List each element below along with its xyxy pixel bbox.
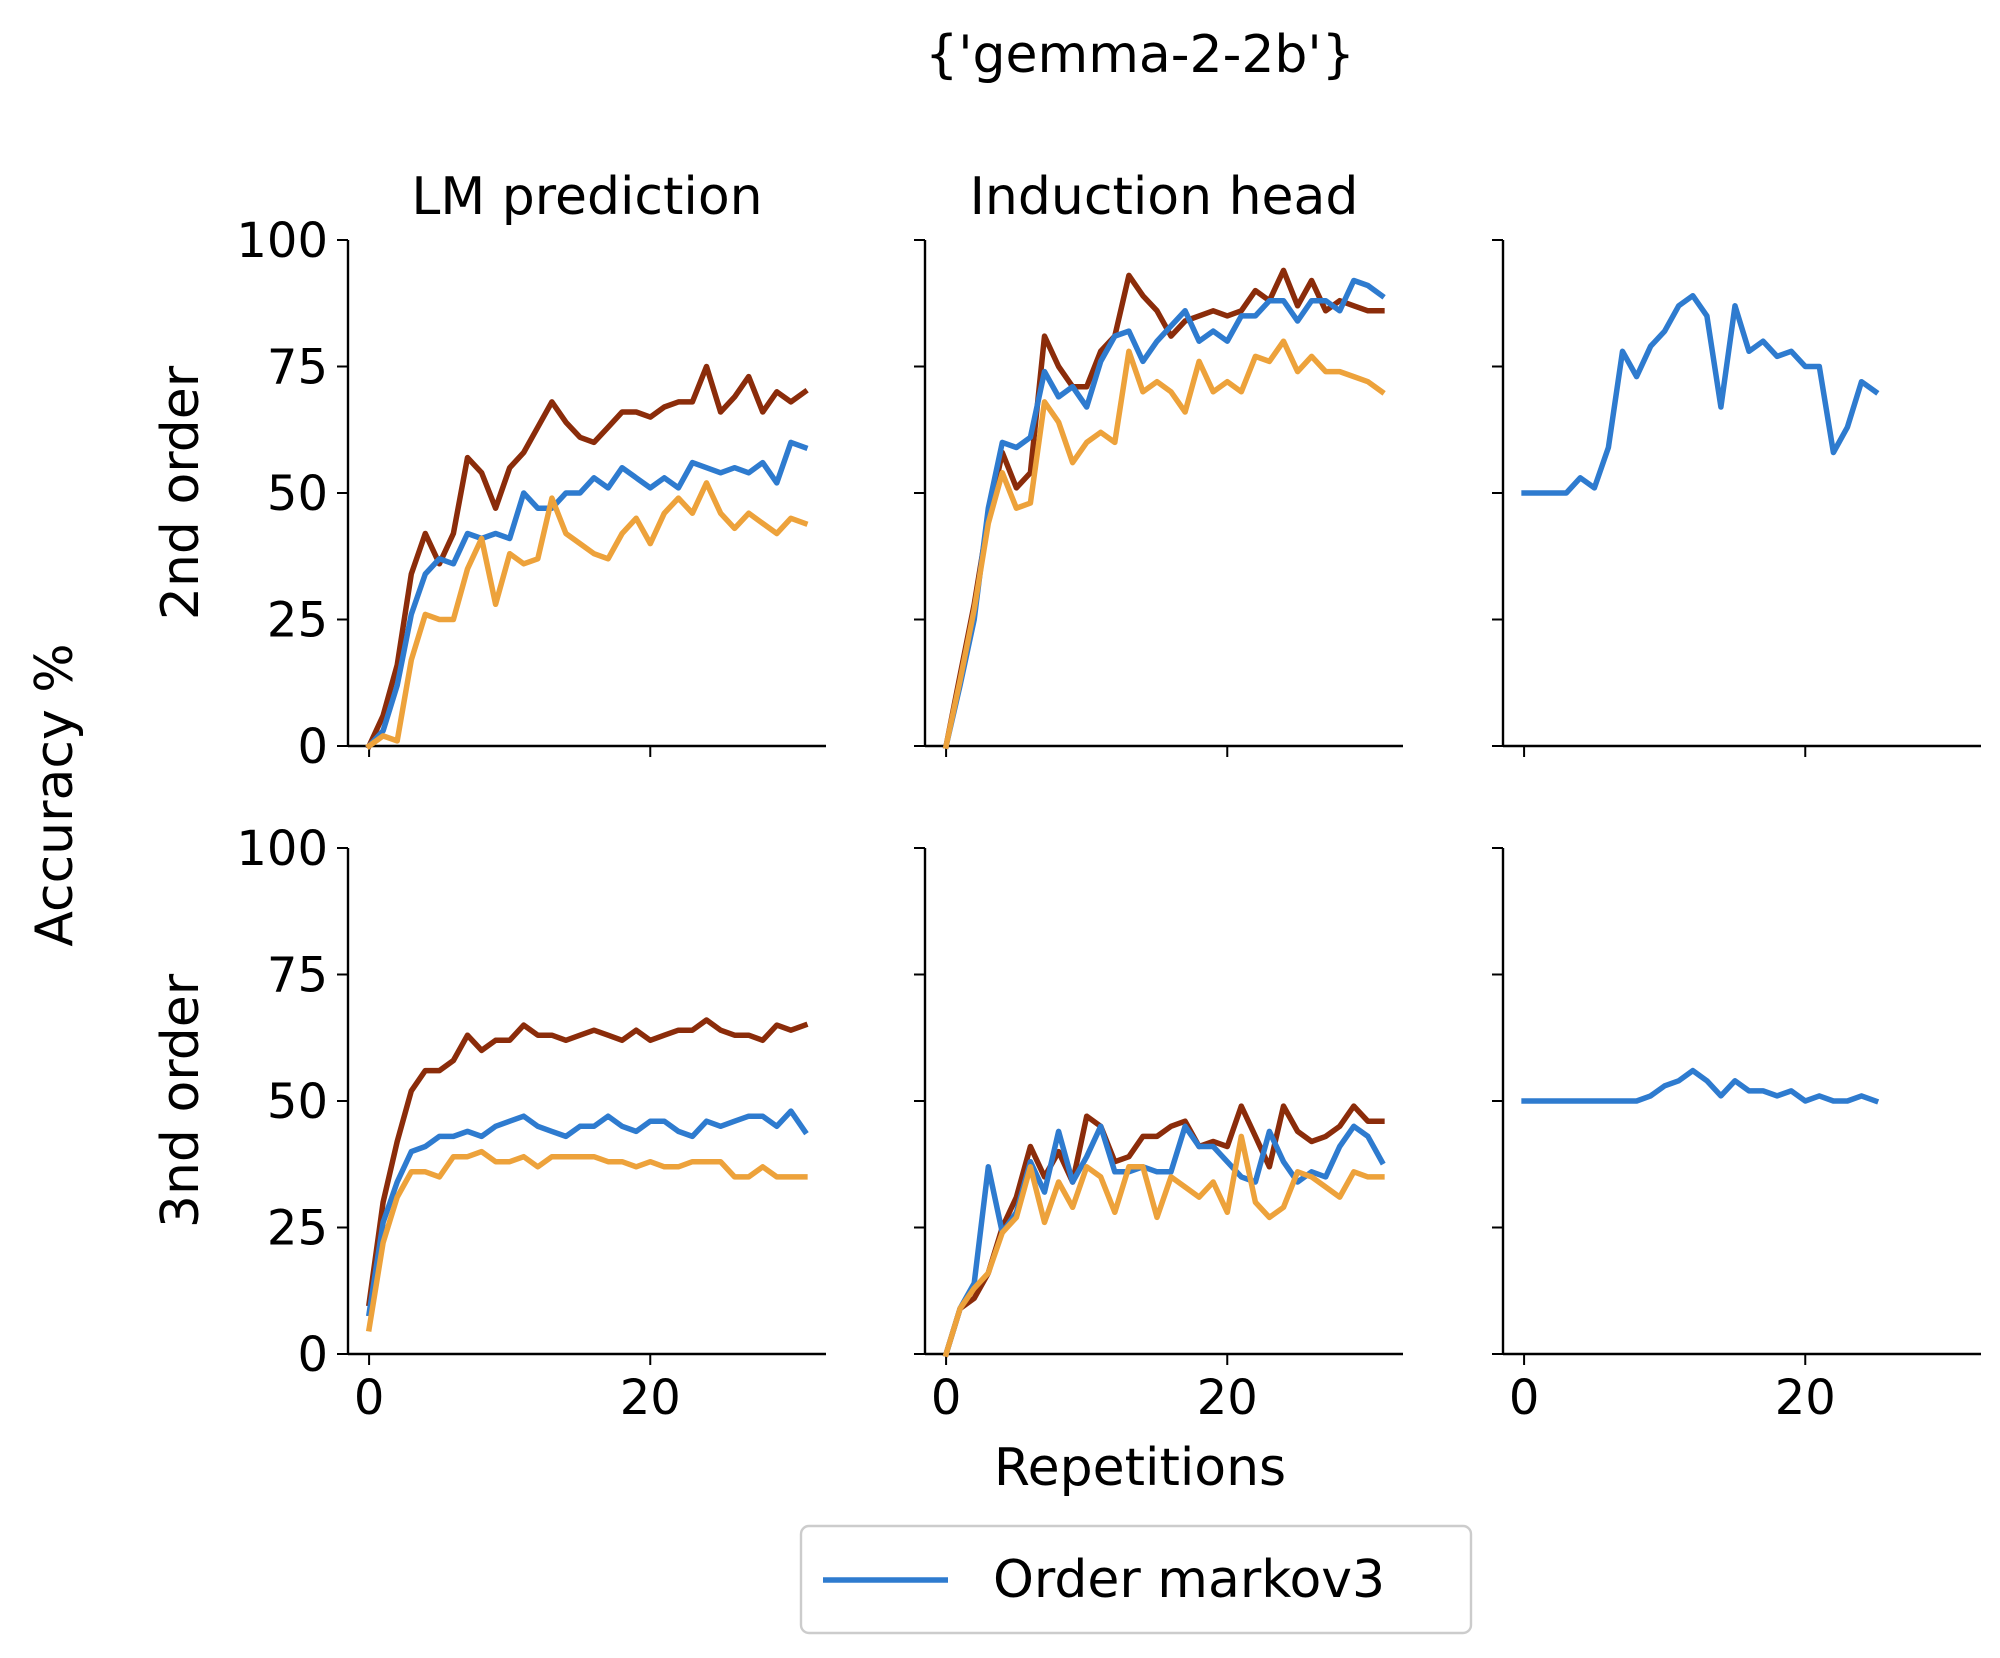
y-axis-label: Accuracy % <box>25 643 85 946</box>
subplot-1-1: 0 25 50 75 100 LM prediction 2nd order <box>151 167 826 775</box>
y-tick-label: 0 <box>297 719 328 775</box>
x-tick-label: 0 <box>1509 1370 1540 1426</box>
y-tick-label: 0 <box>297 1327 328 1383</box>
series-line-1 <box>942 1103 1385 1358</box>
subplot-2-2: 0 20 <box>914 847 1403 1426</box>
series-line-1 <box>365 363 809 750</box>
x-tick-label: 20 <box>1197 1370 1258 1426</box>
y-tick-label: 75 <box>267 948 328 1004</box>
y-tick-label: 50 <box>267 466 328 522</box>
x-tick-label: 0 <box>931 1370 962 1426</box>
subplot-1-2: Induction head <box>914 167 1403 757</box>
series-line-2 <box>942 277 1386 750</box>
subplot-grid: 0 25 50 75 100 LM prediction 2nd order Inductio… <box>151 167 1981 1426</box>
x-tick-label: 20 <box>620 1370 681 1426</box>
row-label: 2nd order <box>151 365 211 620</box>
series-line-3 <box>365 1148 808 1332</box>
series-line-1 <box>942 267 1385 750</box>
series-line-3 <box>365 480 809 750</box>
y-tick-label: 25 <box>267 593 328 649</box>
y-tick-label: 75 <box>267 340 328 396</box>
row-label: 3nd order <box>151 973 211 1228</box>
series-line-2 <box>365 1108 809 1317</box>
series-line-3 <box>942 1133 1385 1358</box>
subplot-1-3 <box>1492 239 1981 757</box>
legend-frame <box>799 1524 1473 1635</box>
x-axis-label: Repetitions <box>994 1438 1286 1498</box>
x-tick-label: 20 <box>1775 1370 1836 1426</box>
subplot-2-3: 0 20 <box>1492 847 1981 1426</box>
subplot-title: LM prediction <box>411 167 762 227</box>
series-line-1 <box>365 1017 809 1307</box>
subplot-2-1: 0 25 50 75 100 0 20 3nd order <box>151 821 826 1426</box>
series-line-1 <box>1521 1067 1880 1105</box>
legend-label: Order markov3 <box>993 1550 1385 1610</box>
series-line-2 <box>942 1123 1386 1358</box>
y-tick-label: 100 <box>236 821 328 877</box>
subplot-title: Induction head <box>970 167 1359 227</box>
series-line-3 <box>942 338 1386 750</box>
x-tick-label: 0 <box>354 1370 385 1426</box>
series-line-2 <box>365 439 809 750</box>
y-tick-label: 100 <box>236 213 328 269</box>
y-tick-label: 50 <box>267 1074 328 1130</box>
y-tick-label: 25 <box>267 1201 328 1257</box>
series-line-1 <box>1521 292 1880 496</box>
figure-suptitle: {'gemma-2-2b'} <box>925 25 1355 85</box>
legend: Order markov3 <box>799 1524 1473 1635</box>
